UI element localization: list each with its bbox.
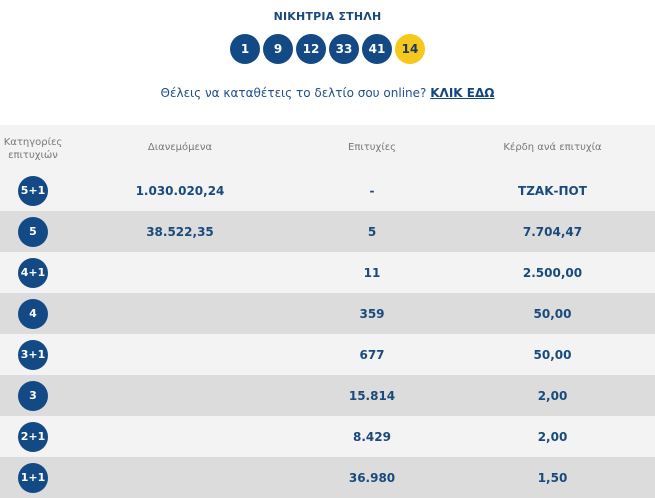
winners-cell: 36.980 xyxy=(348,470,396,485)
prize-cell: 2,00 xyxy=(537,429,568,444)
header-category-line1: Κατηγορίες xyxy=(3,136,63,148)
header-winners: Επιτυχίες xyxy=(348,142,396,153)
category-badge: 3+1 xyxy=(18,339,48,370)
category-badge: 3 xyxy=(18,380,48,411)
number-ball: 33 xyxy=(329,34,359,64)
prize-table: Κατηγορίες επιτυχιών Διανεμόμενα Επιτυχί… xyxy=(0,125,655,498)
header-category: Κατηγορίες επιτυχιών xyxy=(0,134,66,162)
online-promo: Θέλεις να καταθέτεις το δελτίο σου onlin… xyxy=(0,86,655,100)
winners-cell: 5 xyxy=(367,224,377,239)
prize-cell: 2.500,00 xyxy=(522,265,583,280)
table-row: 3+1 677 50,00 xyxy=(0,334,655,375)
header-distributed: Διανεμόμενα xyxy=(147,142,213,153)
table-row: 4 359 50,00 xyxy=(0,293,655,334)
online-promo-text: Θέλεις να καταθέτεις το δελτίο σου onlin… xyxy=(160,86,427,100)
category-badge: 2+1 xyxy=(18,421,48,452)
prize-cell: 7.704,47 xyxy=(522,224,583,239)
winners-cell: 677 xyxy=(359,347,385,362)
number-ball: 12 xyxy=(296,34,326,64)
table-row: 5+1 1.030.020,24 - ΤΖΑΚ-ΠΟΤ xyxy=(0,170,655,211)
winners-cell: 359 xyxy=(359,306,385,321)
category-badge: 4+1 xyxy=(18,257,48,288)
category-badge: 4 xyxy=(18,298,48,329)
header-prize: Κέρδη ανά επιτυχία xyxy=(503,142,602,153)
distributed-cell: 38.522,35 xyxy=(146,224,214,239)
table-row: 3 15.814 2,00 xyxy=(0,375,655,416)
distributed-cell: 1.030.020,24 xyxy=(135,183,225,198)
prize-cell: 50,00 xyxy=(533,347,572,362)
category-badge: 5 xyxy=(18,216,48,247)
winners-cell: 8.429 xyxy=(353,429,391,444)
table-row: 2+1 8.429 2,00 xyxy=(0,416,655,457)
header-category-line2: επιτυχιών xyxy=(8,149,58,161)
prize-cell: 1,50 xyxy=(537,470,568,485)
prize-cell: ΤΖΑΚ-ΠΟΤ xyxy=(518,183,587,198)
winners-cell: 15.814 xyxy=(348,388,396,403)
category-badge: 5+1 xyxy=(18,175,48,206)
table-row: 4+1 11 2.500,00 xyxy=(0,252,655,293)
prize-cell: 2,00 xyxy=(537,388,568,403)
table-row: 5 38.522,35 5 7.704,47 xyxy=(0,211,655,252)
click-here-link[interactable]: ΚΛΙΚ ΕΔΩ xyxy=(430,86,495,100)
number-ball: 9 xyxy=(263,34,293,64)
prize-cell: 50,00 xyxy=(533,306,572,321)
category-badge: 1+1 xyxy=(18,462,48,493)
number-ball: 41 xyxy=(362,34,392,64)
table-row: 1+1 36.980 1,50 xyxy=(0,457,655,498)
number-ball: 1 xyxy=(230,34,260,64)
winning-column-title: ΝΙΚΗΤΡΙΑ ΣΤΗΛΗ xyxy=(273,10,382,23)
winners-cell: - xyxy=(369,183,375,198)
winning-numbers: 1 9 12 33 41 14 xyxy=(0,34,655,64)
table-header: Κατηγορίες επιτυχιών Διανεμόμενα Επιτυχί… xyxy=(0,125,655,170)
bonus-ball: 14 xyxy=(395,34,425,64)
winners-cell: 11 xyxy=(363,265,381,280)
